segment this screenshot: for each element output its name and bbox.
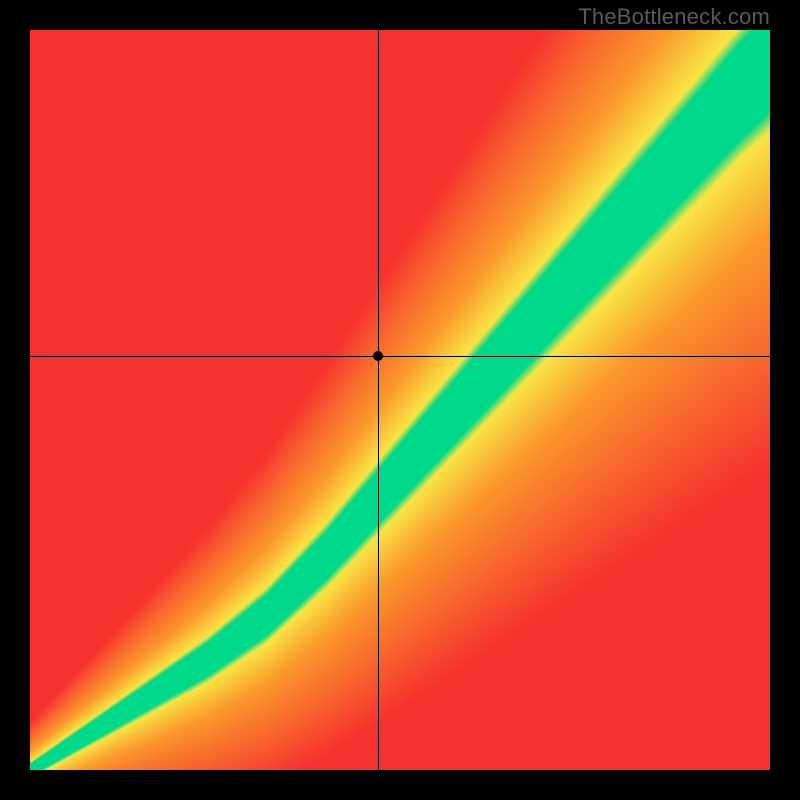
plot-frame — [30, 30, 770, 770]
crosshair-horizontal — [30, 356, 770, 357]
crosshair-vertical — [378, 30, 379, 770]
watermark-text: TheBottleneck.com — [578, 4, 770, 30]
crosshair-marker — [373, 351, 383, 361]
bottleneck-heatmap-canvas — [30, 30, 770, 770]
